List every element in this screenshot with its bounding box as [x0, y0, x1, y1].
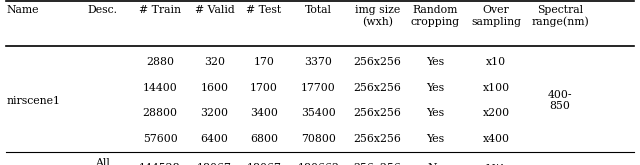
- Text: Total: Total: [305, 5, 332, 15]
- Text: Yes: Yes: [426, 83, 444, 93]
- Text: x200: x200: [483, 108, 509, 118]
- Text: Yes: Yes: [426, 108, 444, 118]
- Text: 57600: 57600: [143, 134, 177, 144]
- Text: 256x256: 256x256: [354, 57, 401, 67]
- Text: 2880: 2880: [146, 57, 174, 67]
- Text: 3200: 3200: [200, 108, 228, 118]
- Text: Name: Name: [6, 5, 39, 15]
- Text: 18067: 18067: [246, 163, 282, 165]
- Text: x400: x400: [483, 134, 509, 144]
- Text: # Test: # Test: [246, 5, 282, 15]
- Text: 6400: 6400: [200, 134, 228, 144]
- Text: Yes: Yes: [426, 57, 444, 67]
- Text: 6800: 6800: [250, 134, 278, 144]
- Text: Spectral
range(nm): Spectral range(nm): [531, 5, 589, 27]
- Text: x10: x10: [486, 57, 506, 67]
- Text: 170: 170: [253, 57, 275, 67]
- Text: Desc.: Desc.: [88, 5, 117, 15]
- Text: 256x256: 256x256: [354, 163, 401, 165]
- Text: x100: x100: [483, 83, 509, 93]
- Text: 3400: 3400: [250, 108, 278, 118]
- Text: 256x256: 256x256: [354, 108, 401, 118]
- Text: Over
sampling: Over sampling: [471, 5, 521, 27]
- Text: 180662: 180662: [298, 163, 339, 165]
- Text: 3370: 3370: [305, 57, 332, 67]
- Text: 1700: 1700: [250, 83, 278, 93]
- Text: img size
(wxh): img size (wxh): [355, 5, 400, 27]
- Text: Random
cropping: Random cropping: [411, 5, 460, 27]
- Text: 35400: 35400: [301, 108, 336, 118]
- Text: 18067: 18067: [197, 163, 232, 165]
- Text: 70800: 70800: [301, 134, 336, 144]
- Text: # Train: # Train: [139, 5, 181, 15]
- Text: Yes: Yes: [426, 134, 444, 144]
- Text: 14400: 14400: [143, 83, 177, 93]
- Text: 256x256: 256x256: [354, 83, 401, 93]
- Text: 144528: 144528: [139, 163, 181, 165]
- Text: # Valid: # Valid: [195, 5, 234, 15]
- Text: nirscene1: nirscene1: [6, 96, 60, 106]
- Text: 320: 320: [204, 57, 225, 67]
- Text: N/A: N/A: [486, 163, 506, 165]
- Text: 17700: 17700: [301, 83, 336, 93]
- Text: 256x256: 256x256: [354, 134, 401, 144]
- Text: 1600: 1600: [200, 83, 228, 93]
- Text: 400-
850: 400- 850: [548, 90, 572, 111]
- Text: 28800: 28800: [143, 108, 177, 118]
- Text: No: No: [428, 163, 444, 165]
- Text: All
seasons: All seasons: [81, 158, 124, 165]
